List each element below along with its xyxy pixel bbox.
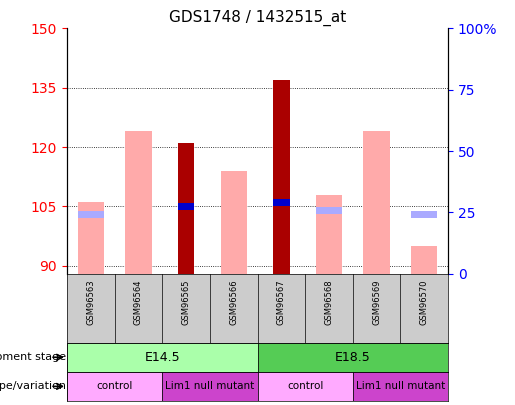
Bar <box>78 211 104 218</box>
Text: E14.5: E14.5 <box>144 351 180 364</box>
Text: GSM96568: GSM96568 <box>324 279 333 325</box>
Bar <box>220 171 247 274</box>
Text: E18.5: E18.5 <box>335 351 371 364</box>
Text: genotype/variation: genotype/variation <box>0 382 66 391</box>
Text: GSM96566: GSM96566 <box>229 279 238 325</box>
Text: GSM96570: GSM96570 <box>420 279 428 325</box>
Bar <box>78 202 104 274</box>
Bar <box>316 207 342 214</box>
Bar <box>162 372 258 401</box>
Bar <box>273 199 289 206</box>
Text: control: control <box>96 382 133 391</box>
Text: GSM96565: GSM96565 <box>182 279 191 325</box>
Bar <box>258 372 353 401</box>
Text: Lim1 null mutant: Lim1 null mutant <box>356 382 445 391</box>
Bar <box>411 246 437 274</box>
Bar <box>67 372 162 401</box>
Bar <box>364 131 390 274</box>
Text: GSM96567: GSM96567 <box>277 279 286 325</box>
Bar <box>316 194 342 274</box>
Text: control: control <box>287 382 323 391</box>
Title: GDS1748 / 1432515_at: GDS1748 / 1432515_at <box>169 9 346 26</box>
Bar <box>273 80 289 274</box>
Bar <box>411 211 437 218</box>
Bar <box>258 343 448 372</box>
Bar <box>353 372 448 401</box>
Bar <box>67 343 258 372</box>
Text: GSM96563: GSM96563 <box>87 279 95 325</box>
Text: GSM96564: GSM96564 <box>134 279 143 325</box>
Text: Lim1 null mutant: Lim1 null mutant <box>165 382 254 391</box>
Text: GSM96569: GSM96569 <box>372 279 381 325</box>
Bar <box>125 131 151 274</box>
Bar <box>178 143 194 274</box>
Bar <box>178 203 194 210</box>
Text: development stage: development stage <box>0 352 66 362</box>
